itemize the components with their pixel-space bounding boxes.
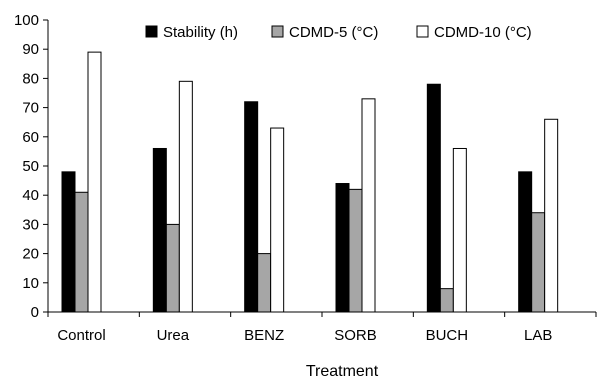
y-tick-label: 90: [22, 41, 39, 58]
bar: [152, 147, 167, 313]
x-tick-label: Urea: [157, 327, 190, 344]
x-tick-label: Control: [57, 327, 105, 344]
y-axis: 0 10 20 30 40 50 60 70 80 90 100: [14, 12, 49, 321]
y-tick-label: 40: [22, 187, 39, 204]
bar: [452, 147, 467, 313]
y-tick-label: 60: [22, 129, 39, 146]
bar: [244, 101, 259, 313]
bar: [178, 80, 193, 313]
bar: [257, 253, 272, 313]
x-tick-label: LAB: [524, 327, 552, 344]
y-tick-label: 20: [22, 246, 39, 263]
y-tick-label: 50: [22, 158, 39, 175]
x-axis-title: Treatment: [306, 363, 379, 380]
legend-swatch: [416, 25, 429, 38]
bar: [361, 98, 376, 313]
bar: [531, 212, 546, 313]
bar: [165, 223, 180, 313]
bar: [270, 127, 285, 313]
legend-label: Stability (h): [163, 24, 238, 41]
bar: [544, 118, 559, 313]
bar: [348, 188, 363, 313]
legend: Stability (h) CDMD-5 (°C) CDMD-10 (°C): [145, 24, 532, 41]
legend-swatch: [145, 25, 158, 38]
bar: [61, 171, 76, 313]
y-tick-label: 30: [22, 216, 39, 233]
bar: [518, 171, 533, 313]
x-tick-label: SORB: [334, 327, 377, 344]
legend-label: CDMD-10 (°C): [434, 24, 532, 41]
bar: [426, 83, 441, 313]
x-tick-label: BUCH: [426, 327, 469, 344]
y-tick-label: 10: [22, 275, 39, 292]
bar: [335, 183, 350, 313]
legend-label: CDMD-5 (°C): [289, 24, 378, 41]
bar: [74, 191, 89, 313]
y-tick-label: 0: [31, 304, 39, 321]
legend-swatch: [271, 25, 284, 38]
y-tick-label: 100: [14, 12, 39, 29]
bar: [87, 51, 102, 313]
x-axis: Control Urea BENZ SORB BUCH LAB: [47, 311, 597, 344]
y-tick-label: 70: [22, 100, 39, 117]
x-tick-label: BENZ: [244, 327, 284, 344]
bar: [439, 288, 454, 313]
y-tick-label: 80: [22, 70, 39, 87]
bars: [61, 51, 559, 313]
